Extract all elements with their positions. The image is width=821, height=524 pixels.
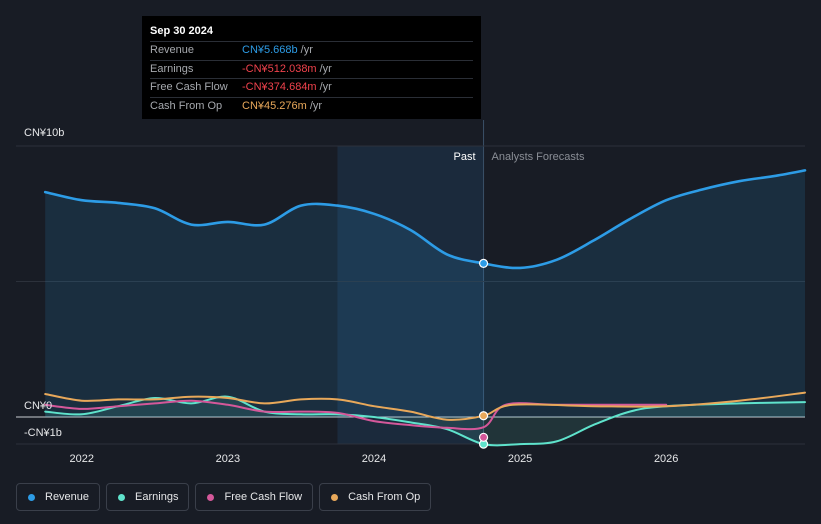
tooltip-row-revenue: Revenue CN¥5.668b /yr — [150, 41, 473, 60]
legend-label: Revenue — [45, 491, 90, 503]
x-tick-label: 2026 — [654, 453, 678, 465]
tooltip-unit: /yr — [319, 62, 332, 75]
y-tick-label: -CN¥1b — [24, 427, 62, 439]
x-tick-label: 2023 — [216, 453, 240, 465]
legend-label: Cash From Op — [348, 491, 421, 503]
forecast-label: Analysts Forecasts — [492, 151, 585, 163]
free-cash-flow-line — [44, 399, 668, 431]
x-tick-label: 2025 — [508, 453, 532, 465]
legend-dot-icon — [28, 493, 35, 501]
tooltip-row-free-cash-flow: Free Cash Flow -CN¥374.684m /yr — [150, 78, 473, 97]
past-region-band — [337, 146, 484, 444]
revenue-marker — [478, 258, 489, 268]
earnings-area — [45, 396, 805, 446]
tooltip-row-cash-from-op: Cash From Op CN¥45.276m /yr — [150, 96, 473, 116]
legend-label: Free Cash Flow — [224, 491, 303, 503]
tooltip-label: Revenue — [150, 44, 195, 56]
tooltip-unit: /yr — [309, 99, 323, 112]
tooltip-label: Earnings — [150, 62, 194, 75]
earnings-line — [44, 395, 806, 447]
tooltip-value: -CN¥512.038m — [242, 62, 317, 75]
legend-label: Earnings — [135, 491, 179, 503]
revenue-line — [43, 169, 807, 270]
tooltip-unit: /yr — [300, 44, 313, 56]
legend: Revenue Earnings Free Cash Flow Cash Fro… — [16, 483, 432, 511]
legend-item-earnings[interactable]: Earnings — [106, 483, 190, 511]
past-label: Past — [454, 151, 476, 163]
y-tick-label: CN¥0 — [24, 400, 52, 412]
y-tick-label: CN¥10b — [24, 127, 64, 139]
cash-from-op-line — [44, 391, 806, 421]
legend-item-revenue[interactable]: Revenue — [16, 483, 101, 511]
legend-dot-icon — [207, 493, 215, 501]
tooltip-value: -CN¥374.684m — [242, 81, 317, 93]
tooltip-label: Free Cash Flow — [150, 81, 228, 93]
legend-dot-icon — [331, 493, 339, 501]
legend-item-free-cash-flow[interactable]: Free Cash Flow — [195, 483, 314, 511]
x-tick-label: 2024 — [362, 453, 386, 465]
tooltip-value: CN¥5.668b — [242, 44, 298, 56]
tooltip-label: Cash From Op — [150, 99, 223, 112]
legend-dot-icon — [118, 493, 126, 501]
free-cash-flow-marker — [478, 432, 489, 442]
tooltip-value: CN¥45.276m — [242, 99, 307, 112]
legend-item-cash-from-op[interactable]: Cash From Op — [319, 483, 432, 511]
tooltip: Sep 30 2024 Revenue CN¥5.668b /yr Earnin… — [142, 16, 481, 119]
tooltip-unit: /yr — [319, 81, 332, 93]
tooltip-date: Sep 30 2024 — [150, 25, 213, 37]
tooltip-row-earnings: Earnings -CN¥512.038m /yr — [150, 59, 473, 79]
cash-from-op-marker — [478, 411, 489, 421]
revenue-area — [45, 170, 805, 417]
x-tick-label: 2022 — [70, 453, 94, 465]
